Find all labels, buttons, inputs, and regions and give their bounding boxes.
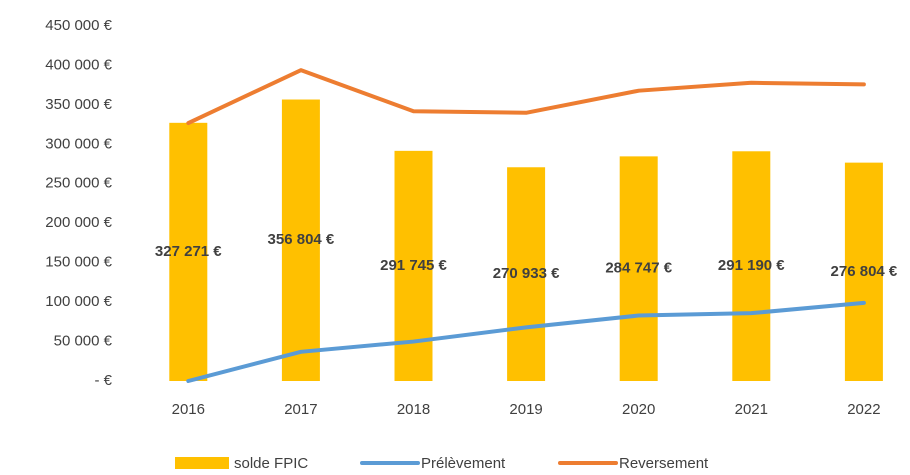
data-label: 276 804 € [831,263,898,280]
bar [507,167,546,381]
y-tick-label: 200 000 € [45,214,112,231]
line [186,68,866,126]
data-label: 291 745 € [380,257,447,274]
legend-label: Prélèvement [421,455,506,472]
bar [281,99,320,381]
x-tick-label: 2018 [397,401,430,418]
y-tick-label: 250 000 € [45,175,112,192]
y-tick-label: 300 000 € [45,135,112,152]
bar [844,162,883,381]
data-label: 284 747 € [605,260,672,277]
x-tick-label: 2022 [847,401,880,418]
legend-swatch [175,457,229,469]
y-tick-label: - € [94,372,112,389]
data-label: 327 271 € [155,243,222,260]
y-tick-label: 400 000 € [45,56,112,73]
x-tick-label: 2021 [735,401,768,418]
data-label: 356 804 € [268,231,335,248]
bar [169,122,208,381]
y-tick-label: 100 000 € [45,293,112,310]
data-label: 291 190 € [718,257,785,274]
x-tick-label: 2020 [622,401,655,418]
legend-label: solde FPIC [234,455,308,472]
x-tick-label: 2016 [172,401,205,418]
y-tick-label: 350 000 € [45,96,112,113]
bar [619,156,658,381]
bar [732,151,771,381]
y-tick-label: 450 000 € [45,17,112,34]
legend-label: Reversement [619,455,709,472]
y-tick-label: 150 000 € [45,254,112,271]
x-tick-label: 2017 [284,401,317,418]
y-tick-label: 50 000 € [54,333,113,350]
data-label: 270 933 € [493,265,560,282]
line [186,300,866,383]
x-tick-label: 2019 [509,401,542,418]
